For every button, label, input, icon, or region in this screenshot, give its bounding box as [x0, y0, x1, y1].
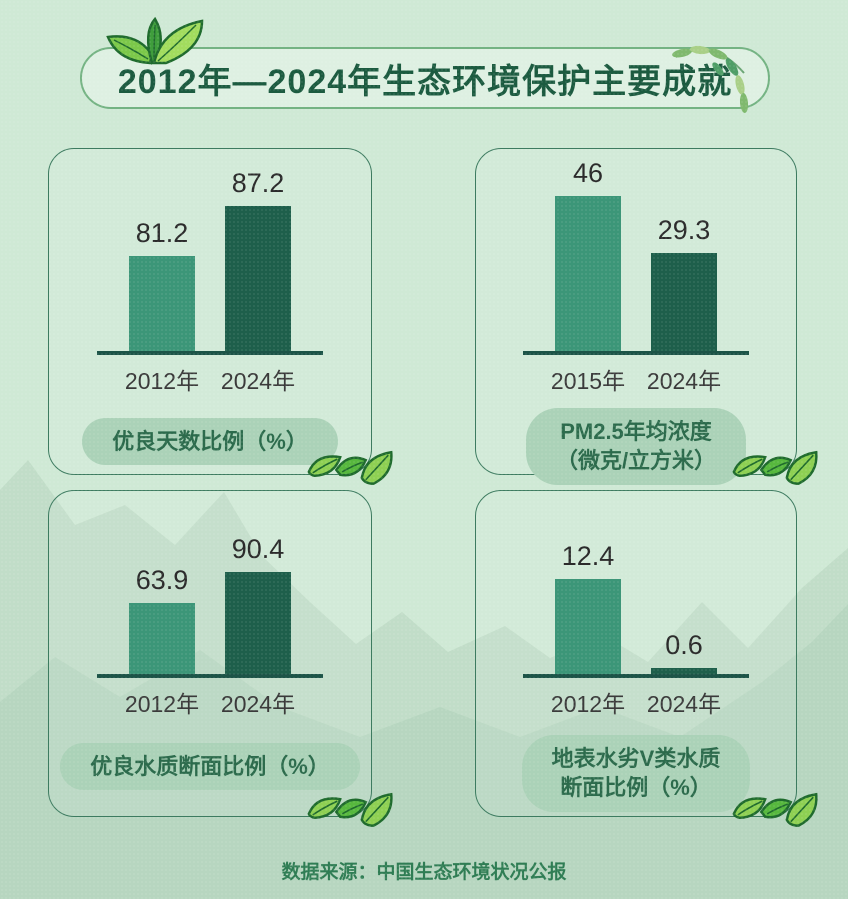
category-axis: 2012年 2024年 [49, 685, 371, 719]
bar-value-label: 90.4 [231, 534, 285, 565]
bar-group: 0.6 [651, 631, 717, 674]
leaf-sprout-icon [106, 17, 204, 65]
bar-value-label: 87.2 [231, 168, 285, 199]
chart-caption-line: 地表水劣V类水质 [551, 746, 721, 771]
bar-2024 [651, 253, 717, 351]
bar-category-label: 2024年 [220, 691, 296, 717]
chart-caption-line: 优良水质断面比例（%） [90, 754, 330, 779]
bar-chart: 81.2 87.2 [97, 149, 323, 355]
bar-2012 [129, 256, 195, 351]
bar-2012 [555, 579, 621, 674]
leaf-decoration-icon [307, 451, 393, 485]
bar-2024 [225, 206, 291, 351]
bar-chart: 63.9 90.4 [97, 491, 323, 678]
bar-group: 87.2 [225, 169, 291, 351]
bar-group: 90.4 [225, 535, 291, 674]
page-title: 2012年—2024年生态环境保护主要成就 [117, 62, 733, 101]
chart-panel-good-water-sections: 63.9 90.4 2012年 2024年 优良水质断面比例（%） [48, 490, 393, 827]
chart-caption-line: 优良天数比例（%） [112, 429, 308, 454]
bar-value-label: 0.6 [665, 630, 703, 661]
bar-2024 [225, 572, 291, 674]
willow-leaves-icon [672, 43, 750, 115]
bar-chart: 12.4 0.6 [523, 491, 749, 678]
bar-category-label: 2012年 [124, 368, 200, 394]
chart-caption-line: 断面比例（%） [560, 775, 712, 801]
chart-caption-line: （微克/立方米） [555, 448, 717, 474]
bar-category-label: 2012年 [550, 691, 626, 717]
leaf-decoration-icon [732, 451, 818, 485]
bar-category-label: 2024年 [646, 691, 722, 717]
bar-chart: 46 29.3 [523, 149, 749, 355]
leaf-decoration-icon [307, 793, 393, 827]
bar-value-label: 81.2 [135, 218, 189, 249]
bar-group: 63.9 [129, 566, 195, 674]
bar-value-label: 46 [572, 158, 604, 189]
bar-2015 [555, 196, 621, 351]
category-axis: 2012年 2024年 [49, 362, 371, 396]
bar-value-label: 29.3 [657, 215, 711, 246]
chart-caption: 地表水劣V类水质 断面比例（%） [521, 735, 751, 812]
chart-panel-good-air-days: 81.2 87.2 2012年 2024年 优良天数比例（%） [48, 148, 393, 485]
bar-group: 46 [555, 159, 621, 351]
bar-category-label: 2015年 [550, 368, 626, 394]
bar-group: 12.4 [555, 542, 621, 674]
bar-2012 [129, 603, 195, 674]
chart-caption: 优良天数比例（%） [82, 418, 338, 466]
leaf-decoration-icon [732, 793, 818, 827]
bar-category-label: 2012年 [124, 691, 200, 717]
chart-caption-line: PM2.5年均浓度 [560, 419, 712, 444]
chart-panel-pm25: 46 29.3 2015年 2024年 PM2.5年均浓度 （微克/立方米） [475, 148, 818, 485]
title-banner: 2012年—2024年生态环境保护主要成就 [80, 47, 770, 109]
bar-group: 81.2 [129, 219, 195, 351]
category-axis: 2012年 2024年 [476, 685, 796, 719]
chart-panel-inferior-class-v-water: 12.4 0.6 2012年 2024年 地表水劣V类水质 断面比例（%） [475, 490, 818, 827]
bar-category-label: 2024年 [646, 368, 722, 394]
bar-value-label: 12.4 [561, 541, 615, 572]
chart-caption: PM2.5年均浓度 （微克/立方米） [525, 408, 747, 485]
header: 2012年—2024年生态环境保护主要成就 [80, 17, 770, 115]
category-axis: 2015年 2024年 [476, 362, 796, 396]
bar-2024 [651, 668, 717, 674]
bar-category-label: 2024年 [220, 368, 296, 394]
data-source-note: 数据来源：中国生态环境状况公报 [281, 862, 567, 883]
bar-value-label: 63.9 [135, 565, 189, 596]
bar-group: 29.3 [651, 216, 717, 351]
